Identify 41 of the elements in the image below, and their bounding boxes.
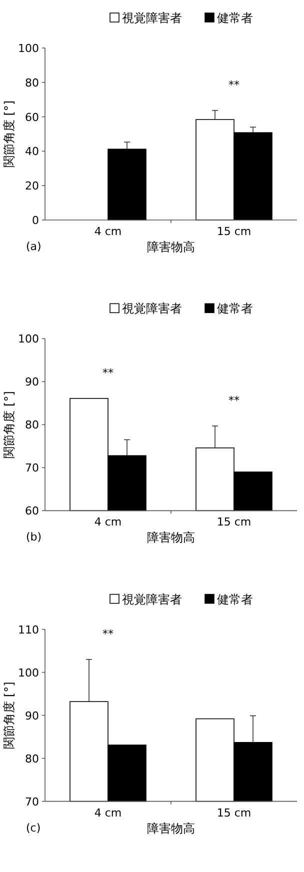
y-tick-label: 20: [25, 180, 39, 193]
y-tick-label: 100: [18, 42, 39, 55]
y-tick-label: 80: [25, 418, 39, 432]
legend-label: 視覚障害者: [122, 592, 182, 606]
y-tick-label: 80: [25, 752, 39, 766]
x-axis-title: 障害物高: [147, 530, 195, 545]
x-tick-label: 15 cm: [216, 225, 252, 238]
legend-label: 視覚障害者: [122, 302, 182, 316]
y-tick-label: 70: [25, 795, 39, 808]
legend-label: 健常者: [217, 592, 253, 606]
x-tick-label: 4 cm: [94, 806, 122, 820]
x-tick-label: 4 cm: [94, 225, 122, 238]
y-tick-label: 70: [25, 462, 39, 475]
y-axis-title: 関節角度 [°]: [2, 100, 16, 168]
y-tick-label: 60: [25, 110, 39, 124]
x-axis-title: 障害物高: [147, 240, 195, 254]
y-tick-label: 80: [25, 76, 39, 90]
legend-label: 視覚障害者: [122, 11, 182, 25]
annotation: **: [228, 78, 240, 92]
annotation: **: [102, 366, 114, 380]
legend-label: 健常者: [217, 302, 253, 316]
y-tick-label: 100: [18, 666, 39, 680]
x-tick-label: 15 cm: [216, 806, 252, 820]
y-axis-title: 関節角度 [°]: [2, 391, 16, 458]
y-tick-label: 90: [25, 376, 39, 389]
y-tick-label: 0: [32, 214, 39, 227]
annotation: **: [102, 627, 114, 640]
y-tick-label: 40: [25, 145, 39, 158]
y-tick-label: 110: [18, 623, 39, 636]
y-tick-label: 60: [25, 504, 39, 518]
legend-label: 健常者: [217, 11, 253, 25]
text: (c): [26, 821, 41, 834]
x-tick-label: 4 cm: [94, 516, 122, 529]
text: (b): [26, 530, 42, 544]
y-tick-label: 100: [18, 332, 39, 346]
x-tick-label: 15 cm: [216, 516, 252, 529]
text: (a): [26, 240, 42, 253]
y-tick-label: 90: [25, 709, 39, 722]
x-axis-title: 障害物高: [147, 821, 195, 836]
y-axis-title: 関節角度 [°]: [2, 682, 16, 749]
annotation: **: [228, 394, 240, 407]
